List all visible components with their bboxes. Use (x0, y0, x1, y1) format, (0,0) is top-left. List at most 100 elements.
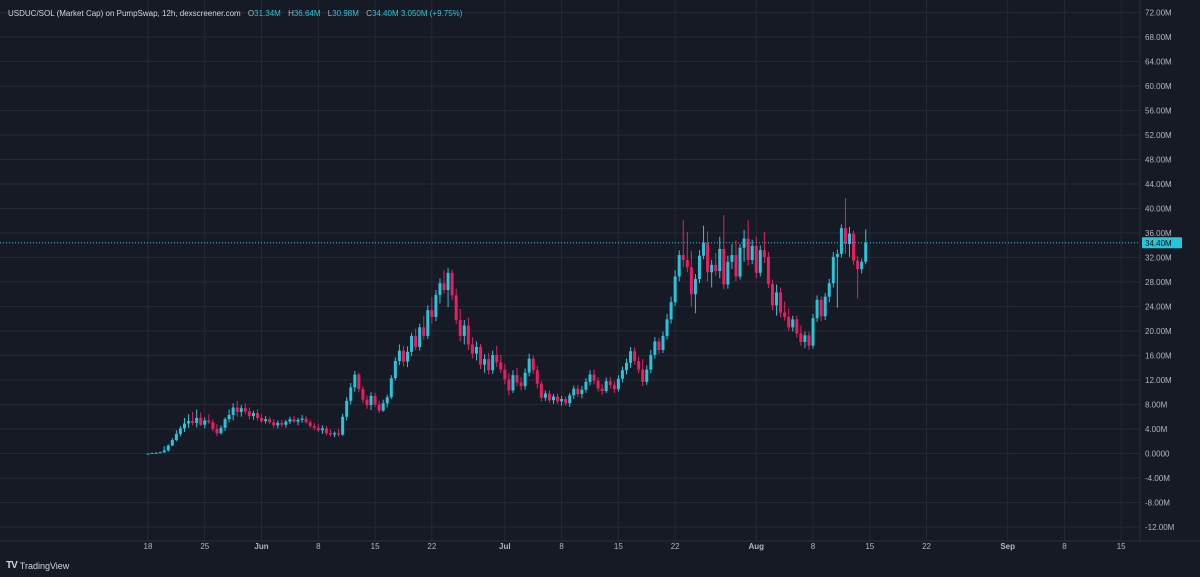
candle-body (519, 382, 523, 387)
candle-body (466, 325, 470, 345)
candle-body (783, 312, 787, 317)
y-tick-label: 72.00M (1145, 9, 1172, 18)
candle-body (195, 417, 199, 423)
last-price-text: 34.40M (1145, 239, 1172, 248)
candle-body (170, 440, 174, 446)
candle-body (807, 335, 811, 346)
candle-body (251, 413, 255, 417)
candle-body (584, 381, 588, 390)
candle-body (324, 428, 328, 434)
x-tick-label: 8 (1062, 542, 1067, 551)
price-axis[interactable]: -12.00M -8.00M -4.00M 0.0000 4.00M 8.00M 12.00… (1145, 9, 1175, 533)
y-tick-label: 12.00M (1145, 376, 1172, 385)
symbol-title[interactable]: USDUC/SOL (Market Cap) on PumpSwap, 12h,… (8, 9, 241, 18)
candle-body (758, 250, 762, 273)
candle-body (191, 421, 195, 423)
candle-body (158, 452, 162, 454)
candles (146, 198, 868, 455)
open-value: 31.34M (254, 9, 281, 18)
candle-body (552, 396, 555, 401)
high-value: 36.64M (293, 9, 321, 18)
candle-body (434, 294, 438, 317)
y-tick-label: 44.00M (1145, 180, 1172, 189)
candle-body (357, 374, 361, 390)
y-tick-label: -4.00M (1145, 474, 1170, 483)
candle-body (235, 407, 239, 412)
candle-body (588, 374, 592, 382)
candle-body (410, 335, 414, 352)
candle-body (300, 418, 304, 420)
candle-body (620, 370, 624, 379)
candle-body (231, 407, 235, 415)
candle-body (730, 255, 734, 262)
candle-body (491, 354, 495, 371)
candle-body (819, 299, 823, 317)
candle-body (564, 398, 568, 404)
candle-body (353, 374, 357, 388)
candle-body (268, 419, 272, 423)
candle-body (487, 359, 491, 371)
candle-body (527, 358, 531, 373)
candle-body (576, 388, 580, 395)
candle-body (629, 351, 633, 363)
candle-body (446, 272, 450, 290)
y-tick-label: 56.00M (1145, 107, 1172, 116)
tradingview-label: TradingView (19, 560, 70, 571)
candle-body (328, 433, 332, 435)
tradingview-brand[interactable]: TV TradingView (6, 560, 69, 571)
x-tick-label: Aug (748, 542, 764, 551)
candle-body (702, 242, 706, 256)
candle-body (450, 272, 454, 296)
candle-body (385, 397, 389, 404)
candle-body (239, 408, 243, 412)
candle-body (389, 378, 393, 398)
x-tick-label: 8 (811, 542, 816, 551)
candle-body (624, 362, 628, 371)
candle-body (775, 292, 779, 306)
candle-body (852, 233, 856, 261)
candle-body (349, 387, 353, 401)
y-tick-label: 20.00M (1145, 327, 1172, 336)
candle-body (276, 422, 280, 426)
candle-body (657, 341, 661, 350)
x-tick-label: Jun (254, 542, 268, 551)
candle-body (706, 242, 710, 273)
candle-body (495, 354, 499, 363)
candle-body (689, 267, 693, 295)
y-tick-label: 4.00M (1145, 425, 1168, 434)
candle-body (470, 344, 474, 354)
candle-body (280, 422, 284, 425)
candle-body (369, 395, 373, 406)
candle-body (442, 283, 446, 290)
candle-body (345, 400, 349, 417)
candle-body (454, 295, 458, 320)
candle-body (710, 264, 714, 273)
candle-body (187, 421, 191, 424)
candle-body (361, 389, 365, 400)
candle-body (580, 389, 584, 395)
candle-body (734, 255, 738, 277)
candle-body (312, 425, 316, 428)
candle-body (592, 374, 596, 381)
candle-body (341, 416, 345, 435)
candle-body (827, 283, 831, 297)
candle-body (697, 255, 701, 279)
candle-body (677, 255, 681, 277)
candle-body (770, 283, 774, 306)
x-tick-label: 22 (922, 542, 931, 551)
candle-body (815, 299, 819, 319)
candle-body (653, 341, 657, 355)
close-label: C (366, 9, 372, 18)
candle-body (515, 375, 519, 383)
y-tick-label: 28.00M (1145, 278, 1172, 287)
candle-body (560, 398, 564, 402)
candle-body (645, 369, 649, 382)
y-tick-label: 52.00M (1145, 131, 1172, 140)
y-tick-label: 60.00M (1145, 82, 1172, 91)
y-tick-label: 36.00M (1145, 229, 1172, 238)
time-axis[interactable]: 18 25 Jun 8 15 22 Jul 8 15 22 Aug 8 15 22 Sep 8 15 (144, 542, 1127, 551)
candle-body (673, 276, 677, 303)
candle-body (304, 418, 308, 423)
candle-body (260, 417, 264, 422)
